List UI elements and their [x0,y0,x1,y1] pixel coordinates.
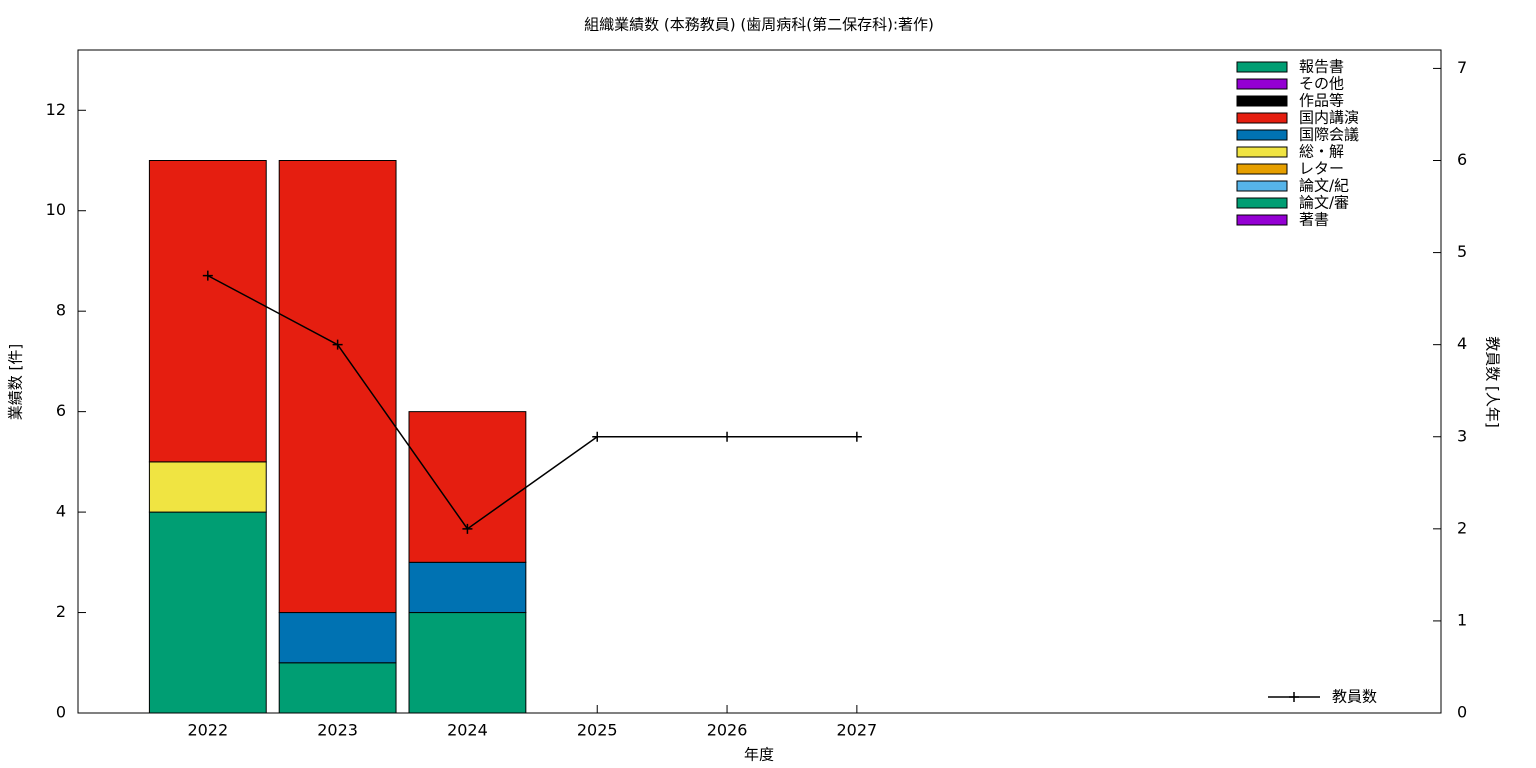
point [592,431,603,442]
point [202,270,213,281]
bar-segment [148,160,267,463]
legend-label: 報告書 [1299,58,1344,76]
x-tick-label: 2023 [317,721,358,740]
legend-label: 総・解 [1299,143,1344,161]
legend-swatch [1236,197,1288,209]
legend-swatch [1236,180,1288,192]
x-tick-label: 2026 [707,721,748,740]
bar-segment [408,561,527,614]
y2-tick-label: 7 [1457,58,1467,77]
y-tick-label: 12 [46,100,66,119]
y-tick-label: 2 [56,602,66,621]
y2-tick-label: 2 [1457,518,1467,537]
bar-segment [148,511,267,714]
y2-tick-label: 5 [1457,242,1467,261]
bar-segment [278,612,397,664]
legend-label: 著書 [1299,211,1329,229]
legend-swatch [1236,95,1288,107]
legend-swatch [1236,129,1288,141]
x-tick-label: 2027 [836,721,877,740]
chart-title: 組織業績数 (本務教員) (歯周病科(第二保存科):著作) [584,16,934,34]
legend-swatch [1236,146,1288,158]
legend-label: 論文/紀 [1299,177,1349,195]
bar-segment [278,662,397,714]
bar-segment [148,461,267,513]
legend-swatch [1236,163,1288,175]
legend-label: 国内講演 [1299,109,1359,127]
x-tick-label: 2025 [577,721,618,740]
y2-tick-label: 3 [1457,426,1467,445]
y-tick-label: 6 [56,401,66,420]
y2-tick-label: 1 [1457,610,1467,629]
y-tick-label: 10 [46,200,66,219]
legend-swatch [1236,78,1288,90]
x-axis-label: 年度 [744,746,774,764]
point [462,523,473,534]
legend-label: その他 [1299,75,1344,93]
plot-border [77,49,1442,714]
y-tick-label: 4 [56,502,66,521]
point [332,339,343,350]
legend-label: 作品等 [1299,92,1344,110]
y2-axis-label: 教員数 [人年] [1484,336,1502,427]
y2-tick-label: 6 [1457,150,1467,169]
legend-swatch [1236,214,1288,226]
bar-segment [408,612,527,714]
y2-tick-label: 0 [1457,703,1467,722]
point [722,431,733,442]
y-tick-label: 8 [56,301,66,320]
line [207,274,857,530]
legend-swatch [1236,61,1288,73]
legend-label: 論文/審 [1299,194,1349,212]
y-axis-label: 業績数 [件] [7,344,25,420]
legend-label: レター [1299,160,1344,178]
legend-label: 教員数 [1332,688,1377,706]
legend-label: 国際会議 [1299,126,1359,144]
bar-segment [408,411,527,563]
bar-segment [278,160,397,614]
legend-swatch [1236,112,1288,124]
y-tick-label: 0 [56,703,66,722]
y2-tick-label: 4 [1457,334,1467,353]
point [851,431,862,442]
legend-marker [1289,692,1299,702]
x-tick-label: 2022 [187,721,228,740]
x-tick-label: 2024 [447,721,488,740]
